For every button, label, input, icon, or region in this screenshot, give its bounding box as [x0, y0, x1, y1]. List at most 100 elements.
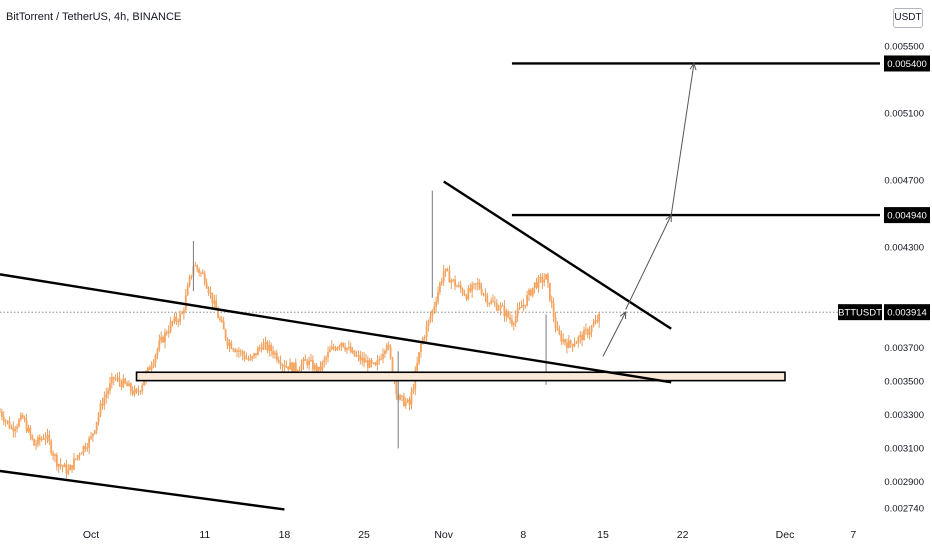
y-tick-label: 0.002740 — [884, 504, 924, 515]
candle-body — [490, 300, 492, 304]
candle-body — [567, 340, 570, 348]
candle-body — [203, 273, 206, 283]
candle-body — [283, 365, 286, 368]
candle-body — [167, 331, 170, 334]
candle-body — [598, 313, 601, 322]
candle-body — [463, 293, 466, 296]
candle-body — [190, 275, 193, 278]
candle-body — [114, 378, 117, 380]
candle-body — [347, 346, 350, 348]
candle-body — [304, 359, 307, 361]
candle-body — [0, 411, 3, 417]
candle-body — [450, 280, 453, 283]
candle-body — [274, 352, 276, 355]
candle-body — [446, 268, 449, 271]
candle-body — [526, 295, 529, 306]
candle-body — [181, 313, 183, 315]
candle-body — [522, 304, 525, 308]
candle-body — [528, 289, 530, 296]
candle-body — [92, 433, 94, 437]
descending-trendline — [0, 273, 672, 384]
candle-body — [215, 300, 218, 311]
candle-body — [368, 359, 371, 368]
candle-body — [478, 282, 481, 289]
candle-body — [586, 329, 589, 335]
candle-body — [454, 279, 456, 287]
candle-body — [569, 340, 572, 344]
candle-body — [35, 444, 37, 446]
candle-body — [65, 464, 68, 474]
y-tick-label: 0.004300 — [884, 243, 924, 254]
y-tick-label: 0.003100 — [884, 443, 924, 454]
candle-body — [507, 311, 510, 318]
x-tick-label: 8 — [520, 529, 526, 541]
candle-body — [247, 358, 250, 360]
x-tick-label: 22 — [677, 529, 689, 541]
candle-body — [120, 382, 123, 388]
candle-body — [579, 334, 582, 338]
candle-body — [317, 366, 320, 373]
candle-body — [251, 356, 254, 359]
candle-body — [492, 300, 494, 302]
candle-body — [107, 390, 109, 395]
candle-body — [69, 465, 72, 471]
candle-body — [239, 351, 242, 353]
candle-body — [323, 359, 326, 363]
candle-body — [236, 350, 238, 352]
candle-body — [126, 383, 128, 387]
candle-body — [101, 403, 104, 406]
candle-body — [342, 342, 345, 347]
candle-body — [583, 329, 585, 341]
projection-arrow — [602, 311, 627, 357]
candle-body — [129, 383, 132, 391]
candle-body — [116, 377, 119, 379]
candle-body — [292, 362, 295, 372]
candle-body — [164, 332, 166, 343]
candle-body — [558, 330, 561, 334]
candle-body — [452, 279, 455, 281]
candle-body — [200, 272, 202, 274]
candle-body — [241, 351, 244, 356]
candle-body — [48, 434, 51, 442]
candle-body — [300, 364, 303, 370]
candle-body — [420, 343, 422, 353]
candle-body — [357, 355, 360, 357]
candle-body — [482, 293, 485, 295]
candle-body — [158, 340, 161, 350]
candle-body — [336, 347, 339, 350]
candle-body — [461, 288, 464, 294]
candle-body — [584, 329, 587, 331]
candle-body — [338, 346, 341, 348]
candle-body — [503, 306, 506, 317]
candle-body — [408, 399, 411, 405]
candle-body — [44, 437, 47, 440]
candle-body — [33, 439, 36, 446]
candle-body — [456, 286, 458, 288]
candle-body — [152, 362, 155, 367]
candle-body — [329, 349, 331, 353]
candle-body — [552, 303, 555, 318]
candle-body — [571, 343, 574, 347]
candle-body — [18, 419, 20, 427]
candle-body — [475, 283, 477, 285]
candle-body — [480, 288, 483, 294]
candle-body — [128, 383, 130, 387]
candle-body — [27, 427, 30, 432]
candle-body — [387, 345, 390, 347]
symbol-tag: BTTUSDT — [838, 308, 882, 319]
candle-body — [38, 437, 41, 441]
candle-body — [21, 415, 24, 418]
candle-body — [385, 345, 388, 351]
x-tick-label: Oct — [83, 529, 99, 541]
candle-body — [596, 320, 599, 322]
last-price-tag: 0.003914 — [887, 308, 927, 319]
candle-body — [418, 352, 420, 363]
candle-body — [325, 357, 328, 360]
candle-body — [42, 438, 45, 440]
candle-body — [19, 415, 22, 420]
candle-body — [359, 355, 362, 361]
currency-badge[interactable]: USDT — [893, 8, 923, 28]
candle-body — [2, 416, 5, 422]
candle-body — [327, 352, 329, 358]
